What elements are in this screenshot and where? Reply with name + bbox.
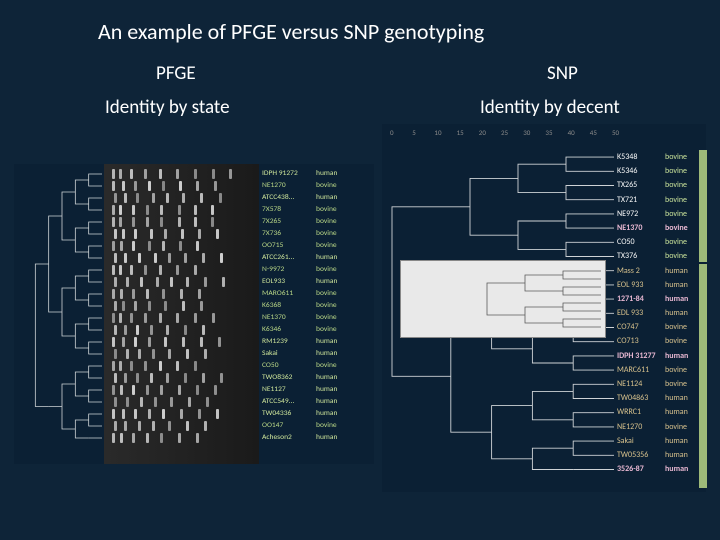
- pfge-sample-row: MARO611bovine: [259, 288, 374, 300]
- pfge-sample-row: EOL933human: [259, 276, 374, 288]
- snp-sample-row: EOL 933human: [617, 278, 706, 292]
- pfge-sample-row: ATCC549...human: [259, 396, 374, 408]
- snp-sample-row: IDPH 31277human: [617, 349, 706, 363]
- pfge-sample-row: OO715bovine: [259, 240, 374, 252]
- snp-sample-row: CO747bovine: [617, 320, 706, 334]
- snp-sample-row: WRRC1human: [617, 405, 706, 419]
- pfge-sample-row: RM1239human: [259, 336, 374, 348]
- snp-sample-row: TX721bovine: [617, 193, 706, 207]
- pfge-sample-row: IDPH 91272human: [259, 168, 374, 180]
- snp-sample-row: TX376bovine: [617, 249, 706, 263]
- snp-sample-row: K5346bovine: [617, 164, 706, 178]
- heading-snp: SNP: [547, 62, 578, 85]
- pfge-sample-row: ATCC438...human: [259, 192, 374, 204]
- heading-identity-by-state: Identity by state: [105, 96, 230, 119]
- snp-sample-row: TX265bovine: [617, 178, 706, 192]
- snp-panel: 05101520253035404550 K5348bovineK5346bov…: [382, 124, 706, 492]
- pfge-sample-row: N-9972bovine: [259, 264, 374, 276]
- pfge-sample-row: Acheson2human: [259, 432, 374, 444]
- pfge-sample-row: K6346bovine: [259, 324, 374, 336]
- snp-dendrogram: [382, 148, 617, 492]
- snp-sample-labels: K5348bovineK5346bovineTX265bovineTX721bo…: [617, 148, 706, 492]
- snp-sample-row: 1271-84human: [617, 292, 706, 306]
- snp-sample-row: Sakaihuman: [617, 434, 706, 448]
- snp-sample-row: TW05356human: [617, 448, 706, 462]
- pfge-sample-row: OO147bovine: [259, 420, 374, 432]
- pfge-sample-row: 7X265bovine: [259, 216, 374, 228]
- pfge-sample-row: NE1270bovine: [259, 180, 374, 192]
- snp-sample-row: NE1370bovine: [617, 221, 706, 235]
- snp-sample-row: NE972bovine: [617, 207, 706, 221]
- pfge-sample-row: K6368bovine: [259, 300, 374, 312]
- snp-sample-row: K5348bovine: [617, 150, 706, 164]
- heading-pfge: PFGE: [156, 62, 196, 85]
- pfge-sample-row: TW04336human: [259, 408, 374, 420]
- pfge-sample-row: NE1370bovine: [259, 312, 374, 324]
- snp-tree-inset-box: [400, 260, 606, 338]
- snp-scale-axis: 05101520253035404550: [382, 124, 706, 148]
- pfge-sample-row: ATCC261...human: [259, 252, 374, 264]
- heading-identity-by-descent: Identity by decent: [480, 96, 620, 119]
- snp-sample-row: 3526-87human: [617, 462, 706, 476]
- snp-sample-row: TW04863human: [617, 391, 706, 405]
- snp-sample-row: NE1124bovine: [617, 377, 706, 391]
- pfge-sample-row: Sakaihuman: [259, 348, 374, 360]
- snp-sample-row: CO713bovine: [617, 334, 706, 348]
- snp-sample-row: EDL 933human: [617, 306, 706, 320]
- snp-sample-row: MARC611bovine: [617, 363, 706, 377]
- pfge-sample-row: 7X736bovine: [259, 228, 374, 240]
- pfge-sample-row: 7X578bovine: [259, 204, 374, 216]
- snp-sample-row: CO50bovine: [617, 235, 706, 249]
- pfge-gel-image: [104, 164, 259, 464]
- snp-sample-row: Mass 2human: [617, 264, 706, 278]
- snp-sample-row: NE1270bovine: [617, 420, 706, 434]
- pfge-dendrogram: [14, 164, 104, 464]
- slide-title: An example of PFGE versus SNP genotyping: [98, 18, 484, 45]
- pfge-sample-row: TWO8362human: [259, 372, 374, 384]
- pfge-panel: IDPH 91272humanNE1270bovineATCC438...hum…: [14, 164, 374, 464]
- pfge-sample-row: NE1127human: [259, 384, 374, 396]
- pfge-sample-row: CO50bovine: [259, 360, 374, 372]
- pfge-sample-labels: IDPH 91272humanNE1270bovineATCC438...hum…: [259, 164, 374, 464]
